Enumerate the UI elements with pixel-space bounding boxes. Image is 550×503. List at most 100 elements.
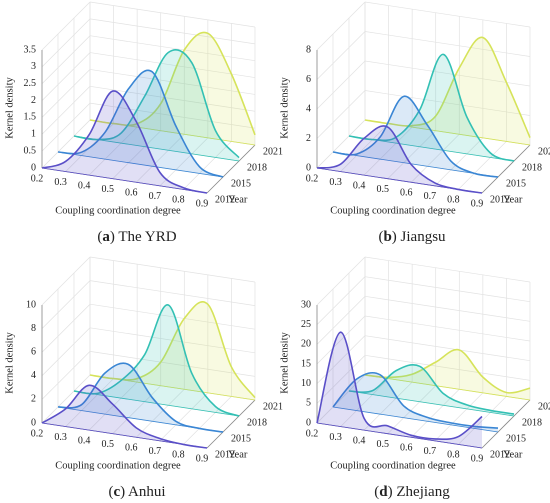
z-tick-label: 2 — [31, 394, 36, 405]
x-axis-label: Coupling coordination degree — [55, 460, 181, 471]
surface-fill — [74, 304, 239, 416]
grid-line — [89, 85, 256, 112]
surface-fill — [90, 32, 255, 145]
x-tick-label: 0.9 — [196, 198, 209, 209]
z-axis-label: Kernel density — [279, 76, 290, 138]
x-tick-label: 0.8 — [447, 450, 460, 461]
grid-line — [89, 69, 256, 95]
z-tick-label: 2.5 — [24, 78, 37, 89]
y-tick-label: 2018 — [522, 417, 542, 428]
density-curve — [57, 69, 224, 178]
caption-part: b — [383, 229, 391, 245]
caption: (a) The YRD — [97, 229, 176, 245]
x-tick-label: 0.5 — [376, 184, 389, 195]
x-tick-label: 0.4 — [353, 435, 366, 446]
x-tick-label: 0.5 — [101, 439, 114, 450]
z-tick-label: 6 — [306, 74, 311, 85]
grid-line — [316, 60, 366, 110]
y-tick-label: 2015 — [506, 433, 526, 444]
grid-line — [434, 392, 484, 442]
panel: 0 5 10 15 20 25 30 0.2 0.3 0.4 0.5 0.6 0.7 0.8 0.9 2012… — [279, 256, 550, 500]
z-tick-label: 8 — [31, 323, 36, 334]
x-tick-label: 0.6 — [400, 443, 413, 454]
grid-line — [89, 256, 256, 283]
z-tick-label: 6 — [31, 346, 36, 357]
grid-line — [159, 392, 209, 442]
grid-line — [316, 1, 366, 51]
z-tick-label: 1 — [31, 129, 36, 140]
grid-line — [363, 126, 413, 176]
y-tick-label: 2015 — [231, 433, 251, 444]
surface-fill — [333, 372, 498, 432]
panel: 0 2 4 6 8 0.2 0.3 0.4 0.5 0.6 0.7 0.8 0.9 2012 2015 201… — [279, 1, 550, 245]
x-tick-label: 0.2 — [31, 173, 44, 184]
density-curve — [332, 95, 499, 178]
grid-line — [136, 389, 185, 438]
grid-line — [41, 102, 91, 152]
grid-line — [41, 119, 91, 169]
year-baseline — [41, 167, 208, 194]
z-tick-label: 0 — [31, 417, 36, 428]
grid-line — [364, 276, 531, 303]
caption-part: ( — [378, 229, 383, 245]
z-tick-label: 1.5 — [24, 112, 37, 123]
grid-line — [316, 119, 366, 169]
panel: 0 0.5 1 1.5 2 2.5 3 3.5 0.2 0.3 0.4 0.5 0.6 0.7 0.8 0.9… — [4, 1, 283, 245]
z-tick-label: 20 — [301, 339, 311, 350]
caption-part: ( — [97, 229, 102, 245]
z-tick-label: 5 — [306, 398, 311, 409]
grid-line — [387, 385, 436, 434]
axis-line — [481, 144, 531, 194]
x-tick-label: 0.7 — [424, 446, 437, 457]
density-curve — [348, 53, 515, 162]
surface-fill — [349, 364, 514, 416]
z-tick-label: 2 — [306, 133, 311, 144]
grid-line — [316, 315, 366, 365]
surface-fill — [42, 90, 207, 193]
grid-line — [387, 130, 436, 179]
grid-line — [89, 18, 256, 45]
y-tick-label: 2021 — [538, 146, 550, 157]
grid-line — [41, 327, 91, 377]
grid-line — [112, 385, 161, 434]
x-tick-label: 0.5 — [101, 184, 114, 195]
z-tick-label: 0.5 — [24, 145, 37, 156]
grid-line — [434, 137, 484, 187]
y-tick-label: 2012 — [215, 449, 235, 460]
density-curve — [89, 31, 256, 136]
z-tick-label: 8 — [306, 44, 311, 55]
surface-fill — [365, 349, 530, 400]
grid-line — [364, 315, 531, 342]
z-axis-label: Kernel density — [279, 331, 290, 393]
caption-part: a — [102, 229, 110, 245]
surface-fill — [90, 301, 255, 400]
surface-fill — [317, 125, 482, 193]
surface-fill — [349, 54, 514, 161]
grid-line — [89, 351, 256, 377]
caption-part: ) Anhui — [120, 484, 165, 500]
grid-line — [136, 134, 185, 183]
grid-line — [112, 130, 161, 179]
grid-line — [41, 52, 91, 101]
x-tick-label: 0.8 — [172, 195, 185, 206]
z-tick-label: 0 — [306, 417, 311, 428]
density-curve — [316, 331, 483, 441]
grid-line — [41, 18, 91, 68]
grid-line — [41, 351, 91, 400]
density-curve — [364, 36, 531, 138]
grid-line — [364, 335, 531, 362]
grid-line — [41, 69, 91, 118]
grid-line — [340, 378, 389, 427]
density-curve — [57, 362, 224, 433]
density-curve — [41, 90, 208, 194]
x-tick-label: 0.9 — [196, 453, 209, 464]
z-tick-label: 3 — [31, 61, 36, 72]
surface-fill — [58, 70, 223, 177]
grid-line — [458, 141, 507, 190]
grid-line — [316, 374, 366, 424]
caption-part: d — [379, 484, 388, 500]
z-tick-label: 15 — [301, 358, 311, 369]
caption: (d) Zhejiang — [374, 484, 450, 500]
density-curve — [316, 125, 483, 194]
axis-line — [206, 144, 256, 194]
